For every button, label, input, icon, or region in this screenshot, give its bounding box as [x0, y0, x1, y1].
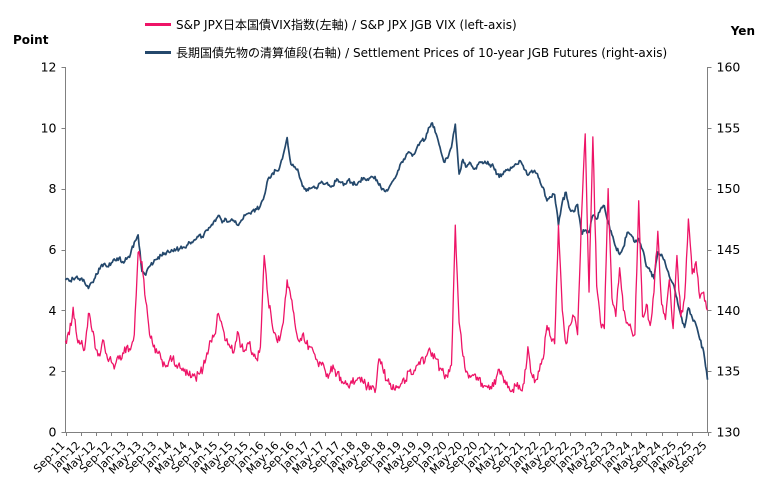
svg-text:10: 10 [41, 120, 57, 135]
svg-text:140: 140 [717, 303, 741, 318]
svg-text:8: 8 [49, 181, 57, 196]
legend-item-vix: S&P JPX日本国債VIX指数(左軸) / S&P JPX JGB VIX (… [145, 13, 667, 35]
svg-text:130: 130 [717, 425, 741, 440]
svg-text:145: 145 [717, 242, 741, 257]
svg-text:2: 2 [49, 364, 57, 379]
futures-line-swatch [145, 50, 171, 54]
legend-label-vix: S&P JPX日本国債VIX指数(左軸) / S&P JPX JGB VIX (… [176, 17, 517, 32]
futures-series-line [64, 122, 709, 380]
svg-text:4: 4 [49, 303, 57, 318]
svg-text:150: 150 [717, 181, 741, 196]
left-axis-unit-label: Point [13, 33, 49, 47]
chart-legend: S&P JPX日本国債VIX指数(左軸) / S&P JPX JGB VIX (… [145, 13, 667, 69]
legend-label-futures: 長期国債先物の清算値段(右軸) / Settlement Prices of 1… [176, 45, 668, 60]
svg-text:155: 155 [717, 120, 741, 135]
vix-line-swatch [145, 22, 171, 26]
svg-text:6: 6 [49, 242, 57, 257]
svg-text:160: 160 [717, 60, 741, 75]
legend-item-futures: 長期国債先物の清算値段(右軸) / Settlement Prices of 1… [145, 41, 667, 63]
axes [61, 67, 712, 436]
right-axis-unit-label: Yen [730, 24, 755, 38]
svg-text:12: 12 [41, 60, 57, 75]
svg-text:135: 135 [717, 364, 741, 379]
vix-series-line [64, 133, 709, 394]
svg-text:0: 0 [49, 425, 57, 440]
